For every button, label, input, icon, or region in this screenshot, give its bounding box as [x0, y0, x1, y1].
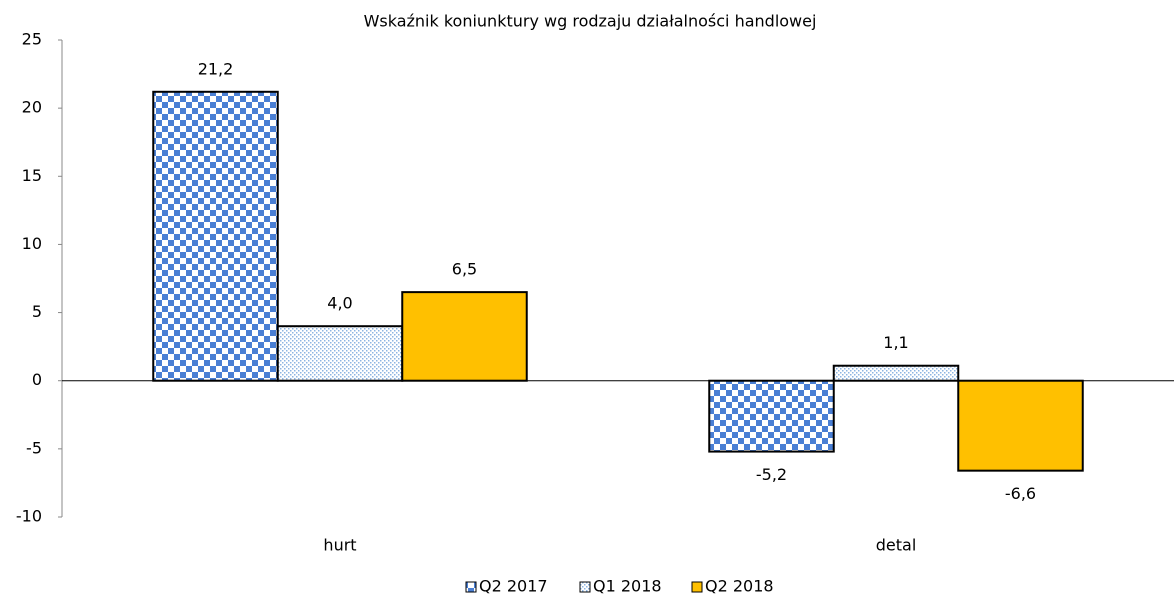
- y-tick-label: 5: [32, 302, 42, 321]
- x-tick-label: detal: [876, 536, 917, 555]
- legend-label: Q2 2018: [705, 577, 774, 596]
- value-label: 1,1: [883, 333, 908, 352]
- y-tick-label: 25: [22, 30, 42, 49]
- y-tick-label: 20: [22, 98, 42, 117]
- bar: [276, 325, 404, 382]
- legend-swatch: [579, 581, 591, 593]
- bar: [152, 90, 279, 382]
- bar: [957, 379, 1084, 472]
- value-label: -6,6: [1005, 484, 1036, 503]
- y-tick-label: 15: [22, 166, 42, 185]
- bar: [708, 379, 835, 453]
- value-label: 4,0: [327, 294, 352, 313]
- bar: [401, 291, 528, 382]
- y-tick-label: -5: [26, 438, 42, 457]
- value-label: 21,2: [198, 59, 234, 78]
- x-tick-label: hurt: [323, 536, 356, 555]
- value-label: 6,5: [452, 260, 477, 279]
- chart-title: Wskaźnik koniunktury wg rodzaju działaln…: [364, 12, 817, 31]
- y-tick-label: -10: [16, 507, 42, 526]
- y-tick-label: 0: [32, 370, 42, 389]
- legend-label: Q1 2018: [593, 577, 662, 596]
- legend-swatch: [691, 581, 703, 593]
- legend-swatch: [465, 581, 477, 593]
- y-tick-label: 10: [22, 234, 42, 253]
- legend-label: Q2 2017: [479, 577, 548, 596]
- value-label: -5,2: [756, 465, 787, 484]
- bar: [832, 364, 960, 382]
